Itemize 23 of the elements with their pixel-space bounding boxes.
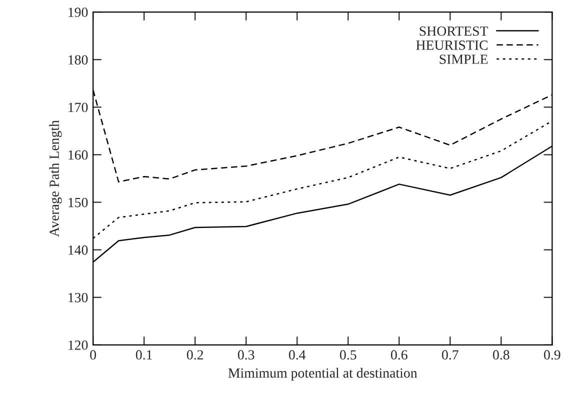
x-tick-label: 0.8 xyxy=(492,350,510,360)
y-tick-label: 150 xyxy=(68,198,88,208)
y-tick-label: 130 xyxy=(68,292,88,302)
legend-label: HEURISTIC xyxy=(416,40,488,50)
x-tick-label: 0.1 xyxy=(136,350,152,360)
legend-label: SHORTEST xyxy=(420,26,488,36)
x-tick-label: 0.6 xyxy=(390,350,408,360)
y-tick-label: 170 xyxy=(68,102,88,112)
y-tick-label: 190 xyxy=(68,8,88,18)
x-tick-label: 0 xyxy=(90,350,96,360)
y-tick-label: 120 xyxy=(68,340,88,350)
x-tick-label: 0.7 xyxy=(442,350,458,360)
y-tick-label: 180 xyxy=(68,55,88,65)
x-tick-label: 0.5 xyxy=(340,350,356,360)
y-tick-label: 140 xyxy=(68,245,88,255)
y-tick-label: 160 xyxy=(68,150,88,160)
x-axis-title: Mimimum potential at destination xyxy=(228,368,418,381)
y-axis-title: Average Path Length xyxy=(49,120,62,237)
x-tick-label: 0.9 xyxy=(544,350,560,360)
x-tick-label: 0.2 xyxy=(186,350,204,360)
legend-label: SIMPLE xyxy=(440,54,488,64)
x-tick-label: 0.3 xyxy=(238,350,254,360)
x-tick-label: 0.4 xyxy=(288,350,306,360)
